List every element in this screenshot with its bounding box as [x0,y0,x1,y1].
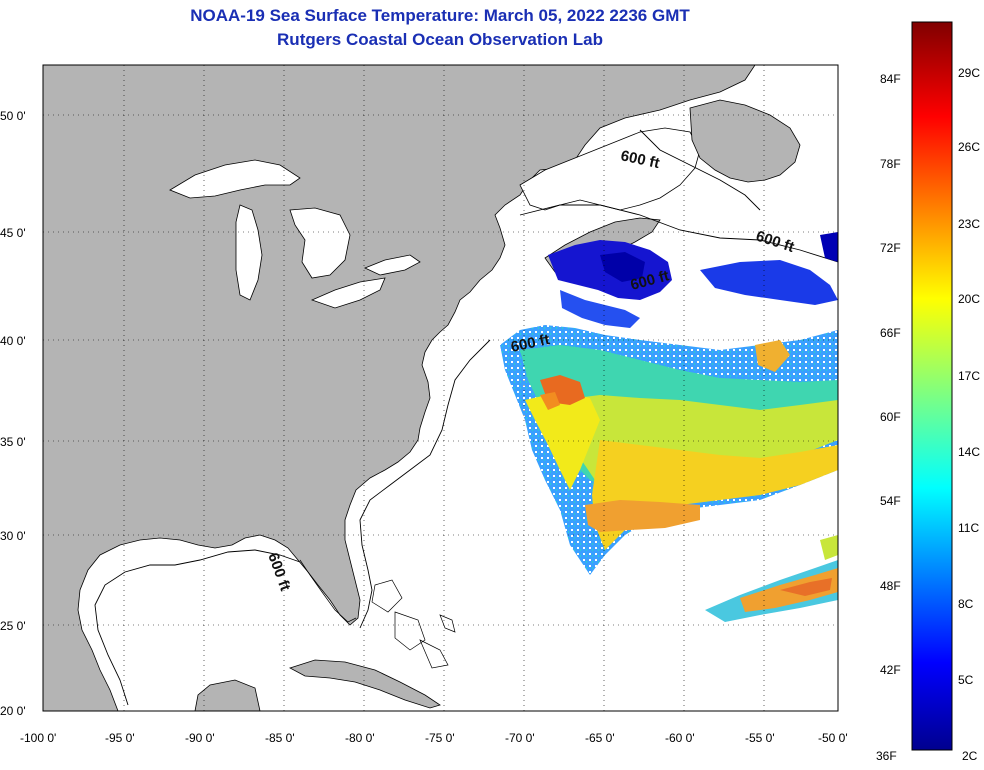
colorbar-f-label: 42F [880,663,901,677]
lon-label: -75 0' [425,731,455,745]
lat-label: 40 0' [0,334,26,348]
lake-ontario [363,254,421,276]
lake-superior [169,159,301,199]
colorbar-f-label: 60F [880,410,901,424]
colorbar-f-label: 54F [880,494,901,508]
bahamas [371,579,456,669]
colorbar-c-label: 17C [958,369,980,383]
colorbar-c-label: 20C [958,292,980,306]
longitude-axis: -100 0' -95 0' -90 0' -85 0' -80 0' -75 … [20,731,848,745]
lat-label: 50 0' [0,109,26,123]
colorbar-f-label: 72F [880,241,901,255]
colorbar-f-label: 36F [876,749,897,763]
land-cuba [288,659,441,709]
colorbar-f-labels: 84F 78F 72F 66F 60F 54F 48F 42F 36F [876,72,901,763]
colorbar-c-label: 23C [958,217,980,231]
lake-michigan [235,204,263,301]
colorbar-c-label: 29C [958,66,980,80]
lon-label: -100 0' [20,731,56,745]
colorbar-f-label: 78F [880,157,901,171]
lon-label: -55 0' [745,731,775,745]
lat-label: 20 0' [0,704,26,718]
colorbar-f-label: 66F [880,326,901,340]
colorbar-c-labels: 29C 26C 23C 20C 17C 14C 11C 8C 5C 2C [958,66,980,763]
color-bar: 84F 78F 72F 66F 60F 54F 48F 42F 36F 29C … [876,21,980,763]
lon-label: -50 0' [818,731,848,745]
lon-label: -60 0' [665,731,695,745]
lake-huron [289,207,351,279]
lat-label: 30 0' [0,529,26,543]
colorbar-c-label: 5C [958,673,974,687]
sst-warm-water [500,325,838,575]
colorbar-f-label: 84F [880,72,901,86]
map-title: NOAA-19 Sea Surface Temperature: March 0… [190,6,690,25]
lon-label: -95 0' [105,731,135,745]
map-subtitle: Rutgers Coastal Ocean Observation Lab [277,30,603,49]
colorbar-c-label: 26C [958,140,980,154]
lon-label: -90 0' [185,731,215,745]
sst-southeast-strip [705,535,838,622]
map-area: 600 ft 600 ft 600 ft 600 ft 600 ft [43,65,838,711]
lon-label: -70 0' [505,731,535,745]
colorbar-c-label: 8C [958,597,974,611]
colorbar-c-label: 11C [958,521,979,535]
lat-label: 45 0' [0,226,26,240]
lon-label: -80 0' [345,731,375,745]
colorbar-c-label: 2C [962,749,978,763]
land-yucatan [194,679,261,711]
lat-label: 35 0' [0,435,26,449]
latitude-axis: 50 0' 45 0' 40 0' 35 0' 30 0' 25 0' 20 0… [0,109,26,718]
colorbar-c-label: 14C [958,445,980,459]
isobath-600ft [94,129,838,706]
lon-label: -65 0' [585,731,615,745]
lat-label: 25 0' [0,619,26,633]
lake-erie [310,277,386,309]
lon-label: -85 0' [265,731,295,745]
colorbar-f-label: 48F [880,579,901,593]
land-newfoundland [689,99,801,183]
